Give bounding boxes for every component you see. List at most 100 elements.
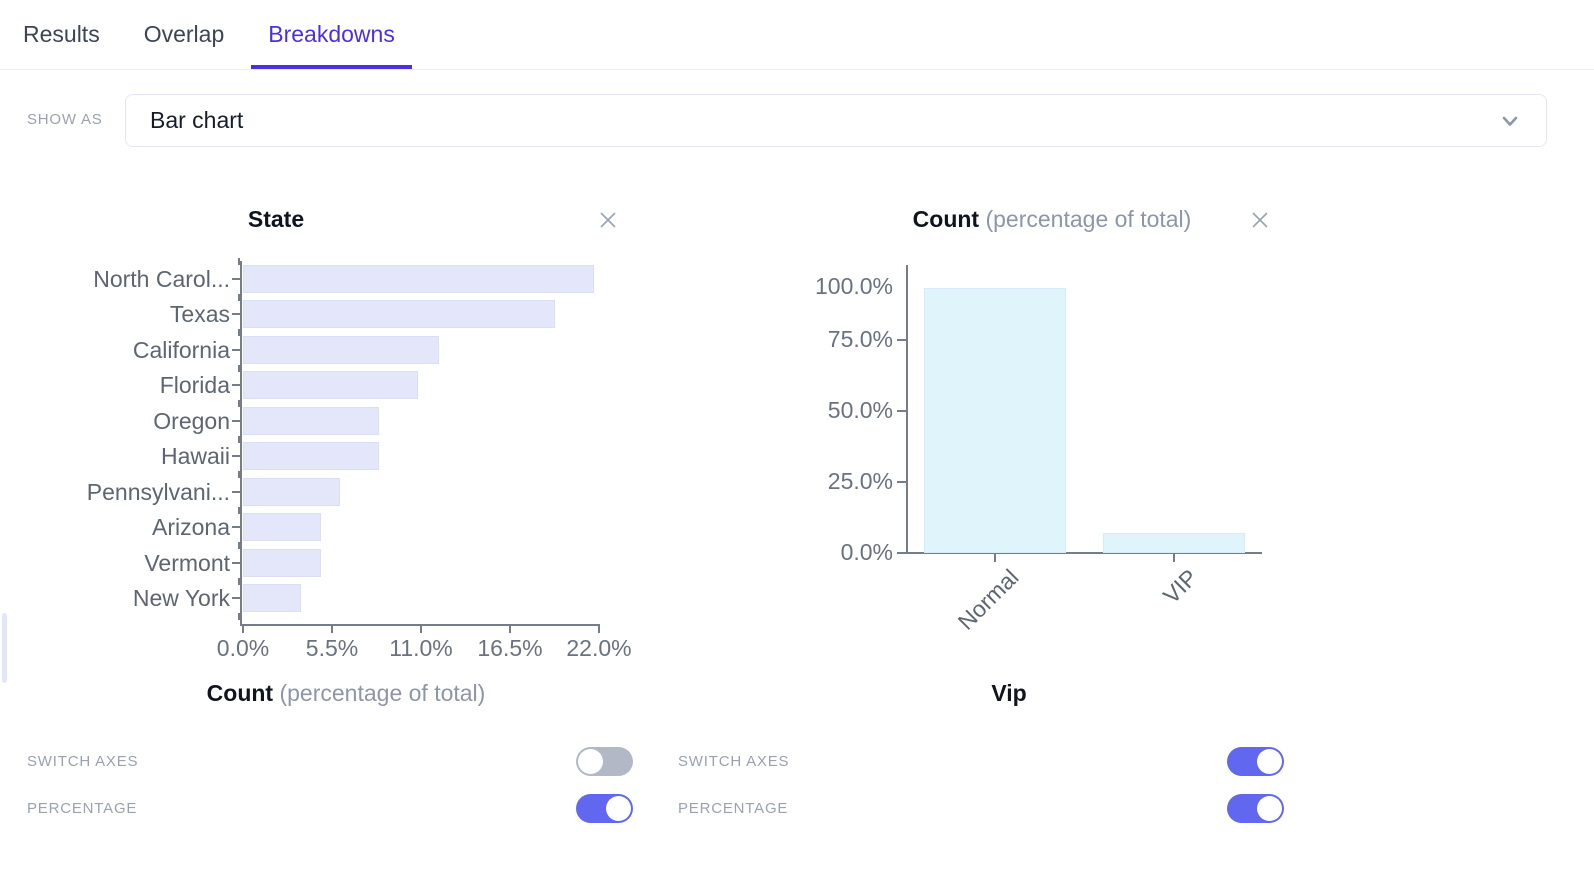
count-chart-y-axis-line [906, 265, 908, 553]
y-axis-minor-tick [238, 506, 240, 514]
x-axis-tick-label-1: 5.5% [305, 634, 359, 661]
y-axis-tick-label-1: 25.0% [827, 468, 893, 494]
category-label-texas: Texas [169, 301, 230, 328]
y-axis-minor-tick [238, 613, 240, 620]
bar-texas [243, 300, 556, 329]
x-axis-tick-label-4: 22.0% [566, 634, 632, 661]
y-axis-minor-tick [238, 293, 240, 301]
bar-florida [243, 371, 418, 400]
count-chart-x-axis-line [906, 552, 1262, 554]
switch-axes-label-left: SWITCH AXES [27, 753, 139, 770]
y-axis-minor-tick [238, 435, 240, 443]
x-axis-tick-label-3: 16.5% [477, 634, 543, 661]
count-chart-title-suffix: (percentage of total) [985, 206, 1192, 232]
category-tick [232, 455, 240, 458]
bar-pennsylvani [243, 477, 341, 506]
x-axis-tick [420, 623, 422, 633]
category-label-vip: VIP [1157, 564, 1203, 609]
category-tick [232, 597, 240, 600]
scroll-indicator[interactable] [2, 613, 7, 683]
bar-vermont [243, 548, 321, 577]
category-label-new-york: New York [132, 585, 230, 612]
x-axis-tick [242, 623, 244, 633]
category-tick [232, 384, 240, 387]
close-icon [600, 212, 616, 228]
category-tick [232, 419, 240, 422]
category-label-oregon: Oregon [153, 407, 230, 434]
y-axis-minor-tick [238, 471, 240, 478]
toggle-knob [606, 796, 631, 821]
y-axis-tick [897, 481, 907, 483]
bar-arizona [243, 513, 321, 542]
percentage-label-right: PERCENTAGE [678, 800, 789, 817]
bar-california [243, 335, 439, 364]
close-state-chart-button[interactable] [596, 208, 620, 232]
state-axis-title-main: Count [206, 680, 274, 706]
y-axis-minor-tick [238, 329, 240, 336]
tab-bar: Results Overlap Breakdowns [0, 0, 1594, 70]
percentage-label-left: PERCENTAGE [27, 800, 138, 817]
category-tick [232, 490, 240, 493]
category-tick [232, 348, 240, 351]
bar-hawaii [243, 442, 379, 471]
category-label-pennsylvani: Pennsylvani... [86, 478, 230, 505]
switch-axes-label-right: SWITCH AXES [678, 753, 790, 770]
category-tick [232, 561, 240, 564]
tab-overlap[interactable]: Overlap [143, 21, 225, 47]
category-label-california: California [132, 336, 230, 363]
bar-new-york [243, 584, 302, 613]
chevron-down-icon [1502, 116, 1518, 126]
switch-axes-toggle-left[interactable] [576, 747, 633, 776]
count-x-axis-tick [1173, 553, 1175, 562]
count-chart-title: Count (percentage of total) [852, 206, 1252, 233]
y-axis-tick [897, 410, 907, 412]
y-axis-minor-tick [238, 577, 240, 585]
close-count-chart-button[interactable] [1248, 208, 1272, 232]
category-label-vermont: Vermont [144, 549, 230, 576]
count-x-axis-tick [994, 553, 996, 562]
chart-type-value: Bar chart [150, 107, 244, 133]
percentage-toggle-right[interactable] [1227, 794, 1284, 823]
category-label-arizona: Arizona [152, 514, 230, 541]
category-tick [232, 526, 240, 529]
y-axis-tick-label-3: 75.0% [827, 326, 893, 352]
percentage-toggle-left[interactable] [576, 794, 633, 823]
tab-results[interactable]: Results [23, 21, 100, 47]
close-icon [1252, 212, 1268, 228]
category-label-florida: Florida [159, 372, 230, 399]
y-axis-tick-label-4: 100.0% [814, 273, 893, 299]
y-axis-tick [897, 339, 907, 341]
x-axis-tick-label-2: 11.0% [389, 634, 453, 661]
switch-axes-toggle-right[interactable] [1227, 747, 1284, 776]
bar-vip [1103, 533, 1245, 553]
toggle-knob [1257, 749, 1282, 774]
state-chart-title: State [247, 206, 305, 232]
y-axis-minor-tick [238, 364, 240, 372]
x-axis-tick [598, 623, 600, 633]
category-tick [232, 277, 240, 280]
y-axis-tick-label-2: 50.0% [827, 397, 893, 423]
toggle-knob [1257, 796, 1282, 821]
y-axis-tick [897, 552, 907, 554]
x-axis-tick [331, 623, 333, 633]
bar-oregon [243, 406, 379, 435]
count-chart-title-main: Count [912, 206, 980, 232]
y-axis-tick-label-0: 0.0% [840, 539, 893, 565]
x-axis-tick [509, 623, 511, 633]
y-axis-minor-tick [238, 258, 240, 265]
y-axis-minor-tick [238, 400, 240, 407]
bar-north-carol [243, 264, 595, 293]
chart-type-select[interactable]: Bar chart [125, 94, 1547, 147]
count-chart-x-axis-title: Vip [991, 680, 1027, 706]
x-axis-tick-label-0: 0.0% [216, 634, 270, 661]
state-axis-title-suffix: (percentage of total) [279, 680, 486, 706]
y-axis-minor-tick [238, 542, 240, 549]
tab-breakdowns[interactable]: Breakdowns [251, 0, 412, 69]
show-as-label: SHOW AS [27, 111, 103, 128]
toggle-knob [578, 749, 603, 774]
state-chart-y-axis-line [240, 261, 242, 624]
category-tick [232, 313, 240, 316]
